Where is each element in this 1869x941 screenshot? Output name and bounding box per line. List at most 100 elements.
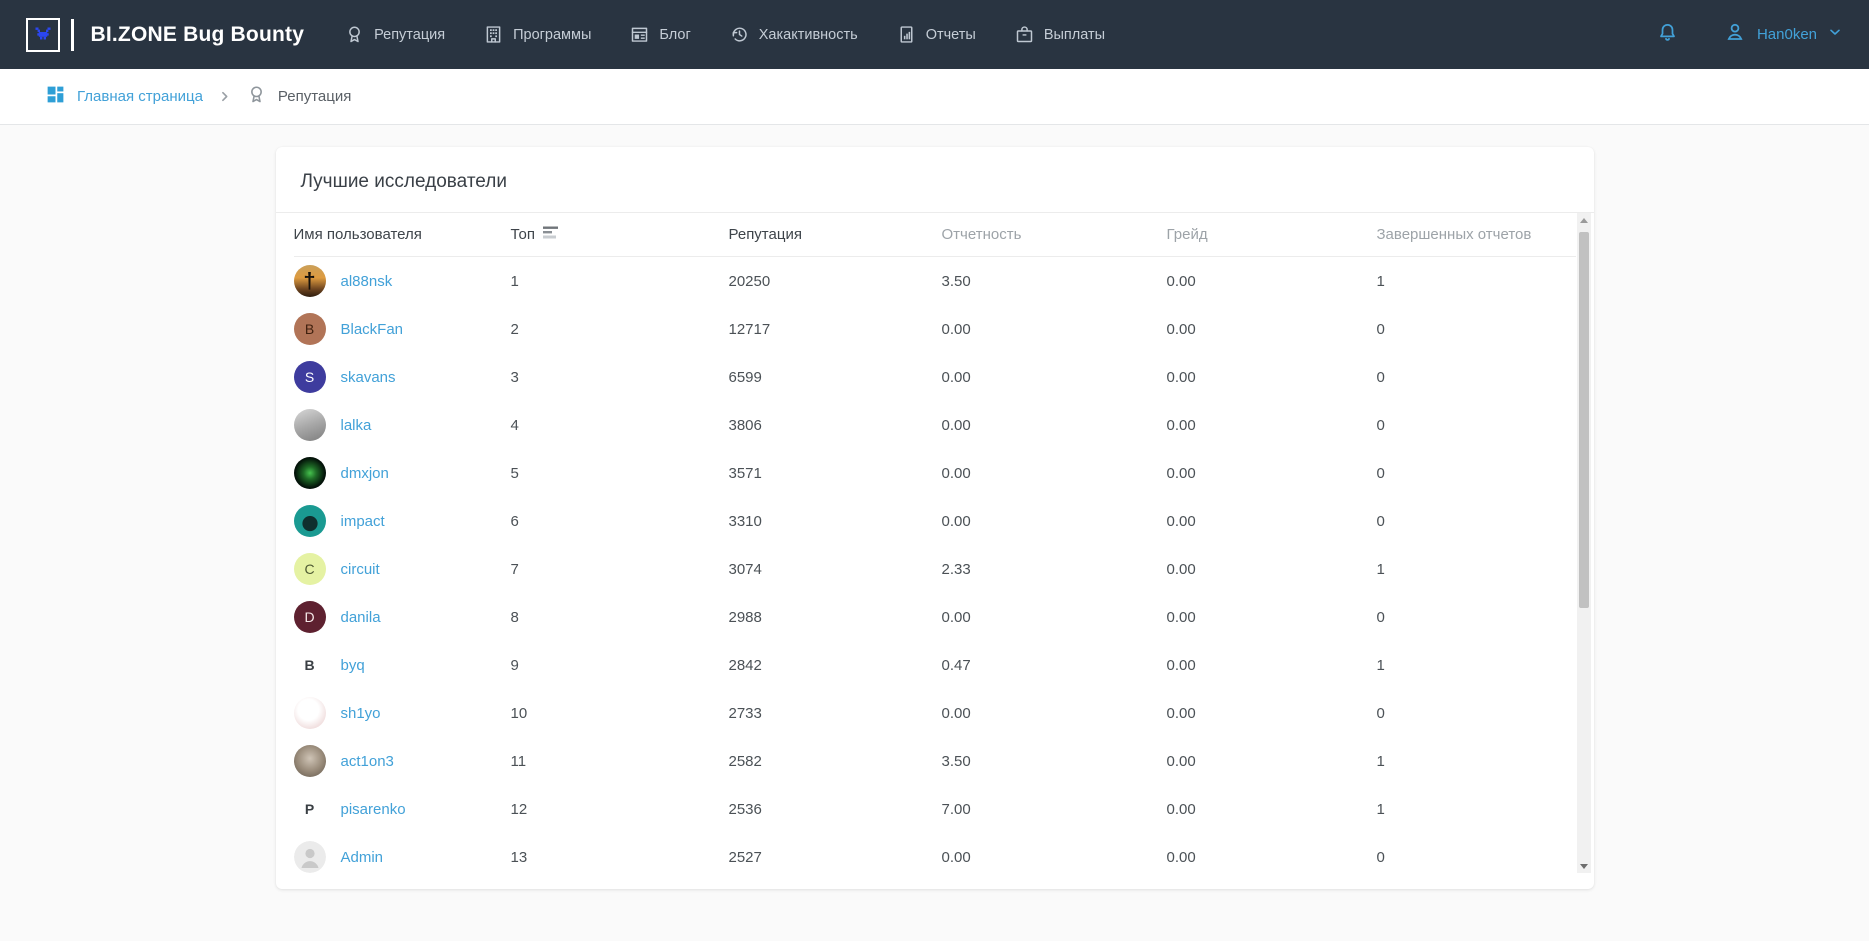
column-header-completed[interactable]: Завершенных отчетов xyxy=(1377,226,1576,243)
avatar[interactable] xyxy=(293,745,326,777)
breadcrumb: Главная страница Репутация xyxy=(0,69,1869,125)
grade-cell: 0.00 xyxy=(1166,608,1196,626)
username-link[interactable]: sh1yo xyxy=(340,704,381,722)
nav-item-hackactivity[interactable]: Хакактивность xyxy=(729,24,858,45)
completed-reports-cell: 0 xyxy=(1376,416,1385,434)
nav-item-reports[interactable]: Отчеты xyxy=(896,24,976,45)
username-cell: impact xyxy=(293,505,511,537)
username-link[interactable]: circuit xyxy=(340,560,380,578)
table-scrollbar[interactable] xyxy=(1576,213,1591,873)
completed-reports-cell: 0 xyxy=(1376,512,1385,530)
scrollbar-up-arrow[interactable] xyxy=(1577,213,1591,227)
nav-item-payouts[interactable]: Выплаты xyxy=(1014,24,1105,45)
avatar-glyph: † xyxy=(303,268,316,293)
reputation-cell: 2536 xyxy=(728,800,762,818)
reputation-cell: 3571 xyxy=(728,464,762,482)
avatar[interactable]: P xyxy=(293,793,326,825)
breadcrumb-current: Репутация xyxy=(246,84,351,110)
username-link[interactable]: Admin xyxy=(340,848,384,866)
top-cell: 6 xyxy=(510,512,519,530)
scrollbar-thumb[interactable] xyxy=(1578,232,1589,608)
username-cell: lalka xyxy=(293,409,511,441)
username-link[interactable]: lalka xyxy=(340,416,372,434)
avatar[interactable] xyxy=(293,505,326,537)
avatar[interactable]: C xyxy=(293,553,326,585)
reputation-cell: 3310 xyxy=(728,512,762,530)
avatar[interactable]: B xyxy=(293,649,326,681)
grade-cell: 0.00 xyxy=(1166,704,1196,722)
nav-item-reputation[interactable]: Репутация xyxy=(344,24,445,45)
column-header-top[interactable]: Топ xyxy=(511,225,729,244)
username-link[interactable]: impact xyxy=(340,512,385,530)
username-link[interactable]: act1on3 xyxy=(340,752,394,770)
grade-cell: 0.00 xyxy=(1166,320,1196,338)
table-row: act1on3 11 2582 3.50 0.00 1 xyxy=(293,737,1576,785)
top-cell: 8 xyxy=(510,608,519,626)
scrollbar-down-arrow[interactable] xyxy=(1577,859,1591,873)
username-cell: Admin xyxy=(293,841,511,873)
researchers-table: Имя пользователя Топ Репутация Отчетность Гр… xyxy=(276,213,1594,881)
avatar[interactable]: † xyxy=(293,265,326,297)
reporting-cell: 0.00 xyxy=(941,320,971,338)
medal-icon xyxy=(246,84,267,110)
reputation-cell: 3074 xyxy=(728,560,762,578)
top-cell: 4 xyxy=(510,416,519,434)
breadcrumb-home-label: Главная страница xyxy=(77,88,203,105)
username-link[interactable]: danila xyxy=(340,608,381,626)
person-icon xyxy=(1723,20,1747,49)
avatar[interactable] xyxy=(293,409,326,441)
avatar[interactable]: S xyxy=(293,361,326,393)
brand-logo[interactable]: BI.ZONE Bug Bounty xyxy=(26,17,304,52)
medal-icon xyxy=(344,24,365,45)
dashboard-grid-icon xyxy=(45,84,66,110)
completed-reports-cell: 1 xyxy=(1376,272,1385,290)
username-link[interactable]: byq xyxy=(340,656,365,674)
column-header-grade[interactable]: Грейд xyxy=(1167,226,1377,243)
top-navbar: BI.ZONE Bug Bounty Репутация Программы Бло… xyxy=(0,0,1869,69)
bug-logo-icon xyxy=(26,17,60,52)
completed-reports-cell: 0 xyxy=(1376,464,1385,482)
avatar[interactable]: B xyxy=(293,313,326,345)
reporting-cell: 0.00 xyxy=(941,416,971,434)
reporting-cell: 0.00 xyxy=(941,848,971,866)
reputation-cell: 2527 xyxy=(728,848,762,866)
nav-item-label: Репутация xyxy=(374,26,446,43)
username-link[interactable]: dmxjon xyxy=(340,464,389,482)
nav-item-blog[interactable]: Блог xyxy=(629,24,691,45)
username-link[interactable]: BlackFan xyxy=(340,320,404,338)
column-header-username[interactable]: Имя пользователя xyxy=(294,226,511,243)
user-menu[interactable]: Han0ken xyxy=(1723,20,1843,49)
reporting-cell: 0.00 xyxy=(941,704,971,722)
breadcrumb-current-label: Репутация xyxy=(277,88,352,105)
avatar[interactable] xyxy=(293,841,326,873)
top-cell: 10 xyxy=(510,704,528,722)
nav-item-label: Отчеты xyxy=(925,26,976,43)
reporting-cell: 2.33 xyxy=(941,560,971,578)
column-header-reputation[interactable]: Репутация xyxy=(729,226,942,243)
top-cell: 5 xyxy=(510,464,519,482)
reporting-cell: 0.00 xyxy=(941,608,971,626)
column-header-label: Завершенных отчетов xyxy=(1376,226,1532,243)
username-link[interactable]: pisarenko xyxy=(340,800,406,818)
username-link[interactable]: al88nsk xyxy=(340,272,393,290)
nav-item-programs[interactable]: Программы xyxy=(483,24,591,45)
notifications-button[interactable] xyxy=(1656,21,1679,49)
username-cell: dmxjon xyxy=(293,457,511,489)
nav-item-label: Программы xyxy=(513,26,592,43)
top-cell: 9 xyxy=(510,656,519,674)
logo-divider xyxy=(71,18,74,51)
column-header-reporting[interactable]: Отчетность xyxy=(942,226,1167,243)
breadcrumb-home-link[interactable]: Главная страница xyxy=(45,84,203,110)
avatar[interactable] xyxy=(293,457,326,489)
username-label: Han0ken xyxy=(1756,26,1817,43)
top-cell: 12 xyxy=(510,800,528,818)
top-cell: 7 xyxy=(510,560,519,578)
avatar[interactable] xyxy=(293,697,326,729)
username-link[interactable]: skavans xyxy=(340,368,396,386)
avatar[interactable]: D xyxy=(293,601,326,633)
report-chart-icon xyxy=(896,24,917,45)
grade-cell: 0.00 xyxy=(1166,272,1196,290)
reputation-cell: 6599 xyxy=(728,368,762,386)
column-header-label: Топ xyxy=(510,226,535,243)
